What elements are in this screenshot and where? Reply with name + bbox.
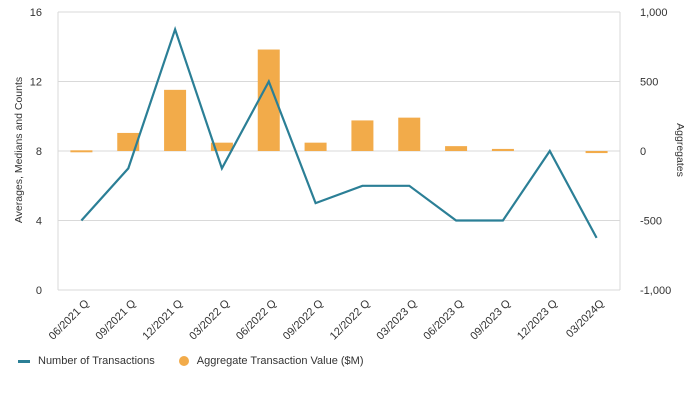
right-tick-label: -500 xyxy=(640,216,662,228)
legend-line-swatch xyxy=(18,359,30,363)
legend-label-aggregate-value: Aggregate Transaction Value ($M) xyxy=(196,355,364,367)
bar xyxy=(70,150,93,153)
line-series xyxy=(80,25,598,239)
bar-series xyxy=(70,49,608,154)
legend-label-transactions: Number of Transactions xyxy=(38,355,155,367)
bar xyxy=(351,120,374,151)
left-tick-label: 4 xyxy=(36,216,42,228)
x-tick-label: 06/2021 Q xyxy=(47,297,92,342)
left-tick-label: 16 xyxy=(30,7,42,19)
bar xyxy=(491,148,514,151)
right-tick-label: 500 xyxy=(640,77,658,89)
x-tick-label: 06/2022 Q xyxy=(234,297,279,342)
legend-item-transactions: Number of Transactions xyxy=(18,355,155,367)
bar xyxy=(445,146,468,151)
x-tick-label: 12/2023 Q xyxy=(515,297,560,342)
x-tick-label: 12/2021 Q xyxy=(140,297,185,342)
transactions-line xyxy=(80,25,598,239)
left-tick-label: 12 xyxy=(30,77,42,89)
x-tick-label: 09/2022 Q xyxy=(281,297,326,342)
bar xyxy=(257,49,280,151)
left-tick-label: 0 xyxy=(36,285,42,297)
legend-item-aggregate-value: Aggregate Transaction Value ($M) xyxy=(178,355,364,367)
legend-dot-swatch xyxy=(178,356,189,366)
left-axis-title: Averages, Medians and Counts xyxy=(13,77,25,223)
bar xyxy=(210,142,233,151)
bar xyxy=(398,117,421,151)
bar xyxy=(117,132,140,151)
legend: Number of Transactions Aggregate Transac… xyxy=(18,355,364,367)
bar xyxy=(304,142,327,151)
gridlines xyxy=(58,11,620,291)
right-axis-title: Aggregates xyxy=(674,123,686,177)
x-tick-label: 03/2023 Q xyxy=(375,297,420,342)
right-tick-label: -1,000 xyxy=(640,285,671,297)
bar xyxy=(164,89,187,151)
x-tick-label: 03/2022 Q xyxy=(187,297,232,342)
bar xyxy=(585,151,608,154)
x-tick-label: 12/2022 Q xyxy=(328,297,373,342)
right-tick-label: 0 xyxy=(640,146,646,158)
x-tick-label: 09/2023 Q xyxy=(468,297,513,342)
x-tick-label: 06/2023 Q xyxy=(421,297,466,342)
x-tick-label: 03/2024Q xyxy=(564,297,607,340)
left-tick-label: 8 xyxy=(36,146,42,158)
x-tick-label: 09/2021 Q xyxy=(94,297,139,342)
right-tick-label: 1,000 xyxy=(640,7,668,19)
